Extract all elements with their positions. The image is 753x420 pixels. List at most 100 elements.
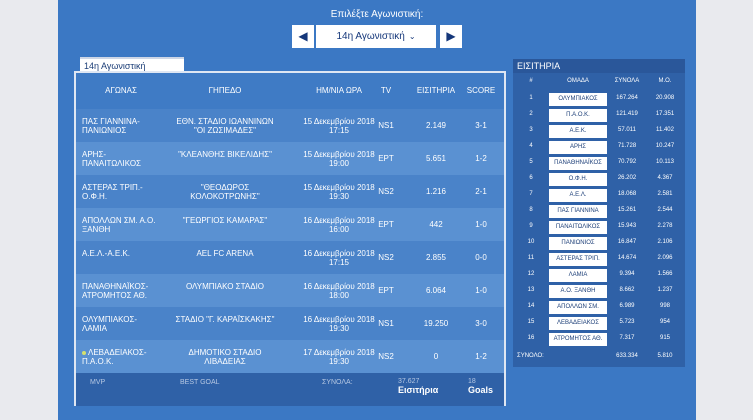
tickets-table: ΕΙΣΙΤΗΡΙΑ # ΟΜΑΔΑ ΣΥΝΟΛΑ Μ.Ο. 1 ΟΛΥΜΠΙΑΚΟ…: [513, 59, 685, 367]
ticket-rank: 3: [529, 127, 533, 133]
match-tv: ΕΡΤ: [378, 154, 394, 163]
match-score: 1-0: [475, 286, 487, 295]
match-tv: ΕΡΤ: [378, 286, 394, 295]
match-date: 15 Δεκεμβρίου 2018 19:30: [303, 183, 375, 201]
ticket-team: ΛΑΜΙΑ: [549, 269, 607, 282]
match-venue: ΕΘΝ. ΣΤΑΔΙΟ ΙΩΑΝΝΙΝΩΝ "ΟΙ ΖΩΣΙΜΑΔΕΣ": [176, 117, 274, 135]
match-row[interactable]: ΠΑΣ ΓΙΑΝΝΙΝΑ-ΠΑΝΙΩΝΙΟΣ ΕΘΝ. ΣΤΑΔΙΟ ΙΩΑΝΝ…: [76, 109, 504, 142]
header-team: ΟΜΑΔΑ: [567, 78, 589, 84]
next-round-button[interactable]: ▶: [440, 25, 462, 48]
total-goals-value: 18: [468, 378, 476, 385]
ticket-row: 5 ΠΑΝΑΘΗΝΑΪΚΟΣ 70.792 10.113: [513, 156, 685, 171]
match-date: 16 Δεκεμβρίου 2018 16:00: [303, 216, 375, 234]
header-rank: #: [529, 78, 533, 84]
match-venue: ΟΛΥΜΠΙΑΚΟ ΣΤΑΔΙΟ: [185, 282, 265, 291]
ticket-total: 70.792: [617, 159, 637, 165]
match-attendance: 2.149: [425, 121, 447, 130]
match-row[interactable]: ΑΠΟΛΛΩΝ ΣΜ. Α.Ο. ΞΑΝΘΗ "ΓΕΩΡΓΙΟΣ ΚΑΜΑΡΑΣ…: [76, 208, 504, 241]
tickets-average-value: 5.810: [657, 353, 673, 359]
ticket-rank: 1: [529, 95, 533, 101]
matches-footer: MVP BEST GOAL ΣΥΝΟΛΑ: 37.627 Εισιτήρια 1…: [76, 373, 504, 406]
ticket-average: 2.106: [657, 239, 673, 245]
header-average: Μ.Ο.: [658, 78, 672, 84]
ticket-team: Π.Α.Ο.Κ.: [549, 109, 607, 122]
match-teams: ΑΠΟΛΛΩΝ ΣΜ. Α.Ο. ΞΑΝΘΗ: [82, 216, 156, 234]
match-score: 1-2: [475, 352, 487, 361]
match-row[interactable]: ΠΑΝΑΘΗΝΑΪΚΟΣ-ΑΤΡΟΜΗΤΟΣ ΑΘ. ΟΛΥΜΠΙΑΚΟ ΣΤΑ…: [76, 274, 504, 307]
match-row[interactable]: ΑΣΤΕΡΑΣ ΤΡΙΠ.-Ο.Φ.Η. "ΘΕΟΔΩΡΟΣ ΚΟΛΟΚΟΤΡΩ…: [76, 175, 504, 208]
ticket-team: ΠΑΣ ΓΙΑΝΝΙΝΑ: [549, 205, 607, 218]
match-row[interactable]: ΟΛΥΜΠΙΑΚΟΣ-ΛΑΜΙΑ ΣΤΑΔΙΟ "Γ. ΚΑΡΑΪΣΚΑΚΗΣ"…: [76, 307, 504, 340]
match-row[interactable]: Α.Ε.Λ.-Α.Ε.Κ. AEL FC ARENA 16 Δεκεμβρίου…: [76, 241, 504, 274]
live-dot-icon: [82, 350, 86, 355]
ticket-team: ΟΛΥΜΠΙΑΚΟΣ: [549, 93, 607, 106]
ticket-team: ΠΑΝΑΘΗΝΑΪΚΟΣ: [549, 157, 607, 170]
ticket-rank: 11: [527, 255, 535, 261]
match-tv: NS1: [378, 121, 394, 130]
match-attendance: 5.651: [425, 154, 447, 163]
chevron-down-icon: ⌄: [408, 32, 416, 41]
ticket-team: Ο.Φ.Η.: [549, 173, 607, 186]
match-teams: ΑΣΤΕΡΑΣ ΤΡΙΠ.-Ο.Φ.Η.: [82, 183, 143, 201]
ticket-row: 1 ΟΛΥΜΠΙΑΚΟΣ 167.264 20.908: [513, 92, 685, 107]
total-goals: 18 Goals: [468, 377, 493, 395]
ticket-row: 9 ΠΑΝΑΙΤΩΛΙΚΟΣ 15.943 2.278: [513, 220, 685, 235]
ticket-total: 15.261: [617, 207, 637, 213]
ticket-rank: 5: [529, 159, 533, 165]
round-page: Επιλέξτε Αγωνιστική: ◀ 14η Αγωνιστική ⌄ ▶…: [58, 0, 696, 420]
match-tv: NS1: [378, 319, 394, 328]
match-tv: NS2: [378, 187, 394, 196]
ticket-average: 2.278: [657, 223, 673, 229]
match-score: 1-2: [475, 154, 487, 163]
ticket-team: ΑΤΡΟΜΗΤΟΣ ΑΘ.: [549, 333, 607, 346]
tab-round[interactable]: 14η Αγωνιστική: [80, 57, 184, 71]
round-chooser-title: Επιλέξτε Αγωνιστική:: [330, 9, 424, 20]
match-teams: ΑΡΗΣ-ΠΑΝΑΙΤΩΛΙΚΟΣ: [82, 150, 141, 168]
ticket-rank: 13: [527, 287, 535, 293]
match-venue: "ΘΕΟΔΩΡΟΣ ΚΟΛΟΚΟΤΡΩΝΗΣ": [190, 183, 260, 201]
ticket-average: 20.908: [655, 95, 675, 101]
ticket-team: ΠΑΝΙΩΝΙΟΣ: [549, 237, 607, 250]
ticket-average: 11.402: [656, 127, 674, 133]
header-attendance: ΕΙΣΙΤΗΡΙΑ: [416, 86, 456, 95]
ticket-total: 57.011: [618, 127, 636, 133]
match-tv: ΕΡΤ: [378, 220, 394, 229]
ticket-average: 10.113: [656, 159, 674, 165]
match-date: 16 Δεκεμβρίου 2018 17:15: [303, 249, 375, 267]
header-total: ΣΥΝΟΛΑ: [614, 78, 640, 84]
match-score: 2-1: [475, 187, 487, 196]
match-attendance: 6.064: [425, 286, 447, 295]
tickets-header-row: # ΟΜΑΔΑ ΣΥΝΟΛΑ Μ.Ο.: [513, 74, 685, 90]
match-row[interactable]: ΛΕΒΑΔΕΙΑΚΟΣ-Π.Α.Ο.Κ. ΔΗΜΟΤΙΚΟ ΣΤΑΔΙΟ ΛΙΒ…: [76, 340, 504, 373]
tickets-footer: ΣΥΝΟΛΟ: 633.334 5.810: [513, 349, 685, 365]
ticket-row: 2 Π.Α.Ο.Κ. 121.419 17.351: [513, 108, 685, 123]
totals-label: ΣΥΝΟΛΑ:: [322, 379, 353, 386]
ticket-average: 17.351: [655, 111, 675, 117]
match-attendance: 0: [433, 352, 439, 361]
ticket-rank: 8: [529, 207, 533, 213]
ticket-total: 14.674: [617, 255, 637, 261]
ticket-team: ΛΕΒΑΔΕΙΑΚΟΣ: [549, 317, 607, 330]
match-attendance: 1.216: [425, 187, 447, 196]
ticket-rank: 4: [529, 143, 533, 149]
match-date: 17 Δεκεμβρίου 2018 19:30: [303, 348, 375, 366]
ticket-average: 998: [659, 303, 670, 309]
best-goal-label: BEST GOAL: [180, 379, 220, 386]
ticket-row: 11 ΑΣΤΕΡΑΣ ΤΡΙΠ. 14.674 2.096: [513, 252, 685, 267]
ticket-rank: 16: [527, 335, 535, 341]
match-venue: AEL FC ARENA: [196, 249, 254, 258]
match-row[interactable]: ΑΡΗΣ-ΠΑΝΑΙΤΩΛΙΚΟΣ "ΚΛΕΑΝΘΗΣ ΒΙΚΕΛΙΔΗΣ" 1…: [76, 142, 504, 175]
tickets-title: ΕΙΣΙΤΗΡΙΑ: [513, 59, 685, 73]
round-select[interactable]: 14η Αγωνιστική ⌄: [316, 25, 436, 48]
total-goals-label: Goals: [468, 385, 494, 395]
previous-round-button[interactable]: ◀: [292, 25, 314, 48]
match-score: 3-1: [475, 121, 487, 130]
match-date: 16 Δεκεμβρίου 2018 18:00: [303, 282, 375, 300]
ticket-total: 15.943: [617, 223, 637, 229]
match-tv: NS2: [378, 253, 394, 262]
total-tickets-value: 37.627: [398, 378, 420, 385]
match-teams: ΟΛΥΜΠΙΑΚΟΣ-ΛΑΜΙΑ: [82, 315, 138, 333]
match-attendance: 442: [429, 220, 443, 229]
ticket-total: 6.989: [619, 303, 635, 309]
header-match: ΑΓΩΝΑΣ: [105, 86, 137, 95]
